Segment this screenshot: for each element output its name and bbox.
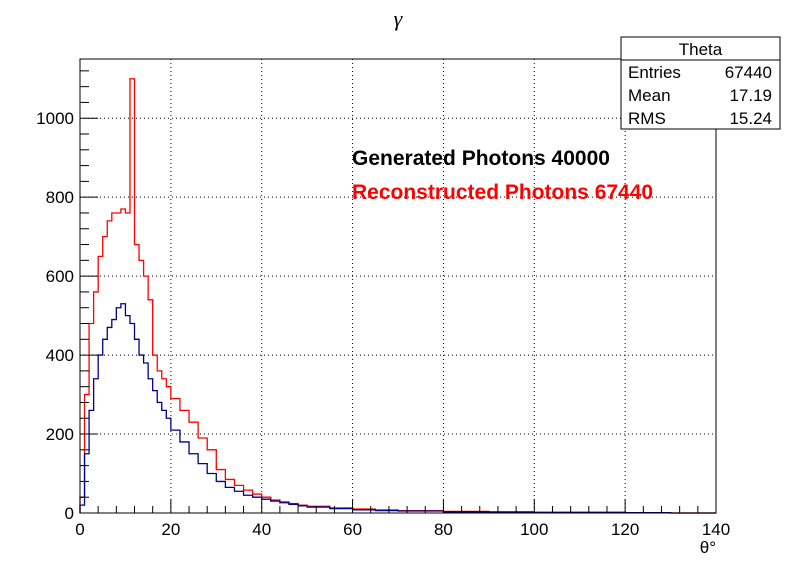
stats-title: Theta — [679, 40, 723, 59]
x-tick-label-3: 60 — [343, 520, 362, 539]
y-tick-label-1: 200 — [46, 425, 74, 444]
stats-rms-label: RMS — [628, 109, 666, 128]
stats-entries-value: 67440 — [725, 63, 772, 82]
y-tick-label-2: 400 — [46, 346, 74, 365]
x-tick-label-2: 40 — [252, 520, 271, 539]
reconstructed-photons-series — [79, 78, 716, 514]
annotation-generated-photons: Generated Photons 40000 — [352, 147, 610, 170]
x-tick-label-5: 100 — [520, 520, 548, 539]
y-tick-label-5: 1000 — [36, 109, 74, 128]
annotation-reconstructed-photons: Reconstructed Photons 67440 — [352, 181, 653, 204]
y-tick-label-0: 0 — [65, 504, 74, 523]
x-tick-label-6: 120 — [611, 520, 639, 539]
x-tick-label-7: 140 — [702, 520, 730, 539]
chart-title: γ — [394, 6, 404, 31]
stats-mean-label: Mean — [628, 86, 671, 105]
stats-box-frame — [620, 36, 781, 130]
x-axis-title: θ° — [700, 538, 716, 557]
x-tick-label-1: 20 — [161, 520, 180, 539]
x-tick-label-0: 0 — [75, 520, 84, 539]
x-tick-label-4: 80 — [434, 520, 453, 539]
stats-mean-value: 17.19 — [729, 86, 772, 105]
annotation-layer: Generated Photons 40000 Reconstructed Ph… — [352, 147, 653, 204]
stats-rms-value: 15.24 — [729, 109, 772, 128]
axis-layer: 0 20 40 60 80 100 120 140 0 200 400 600 800 1000 — [36, 70, 730, 539]
plot-frame — [79, 58, 717, 514]
stats-entries-label: Entries — [628, 63, 681, 82]
y-tick-label-3: 600 — [46, 267, 74, 286]
stats-box: Theta Entries 67440 Mean 17.19 RMS 15.24 — [620, 36, 781, 130]
y-tick-label-4: 800 — [46, 188, 74, 207]
